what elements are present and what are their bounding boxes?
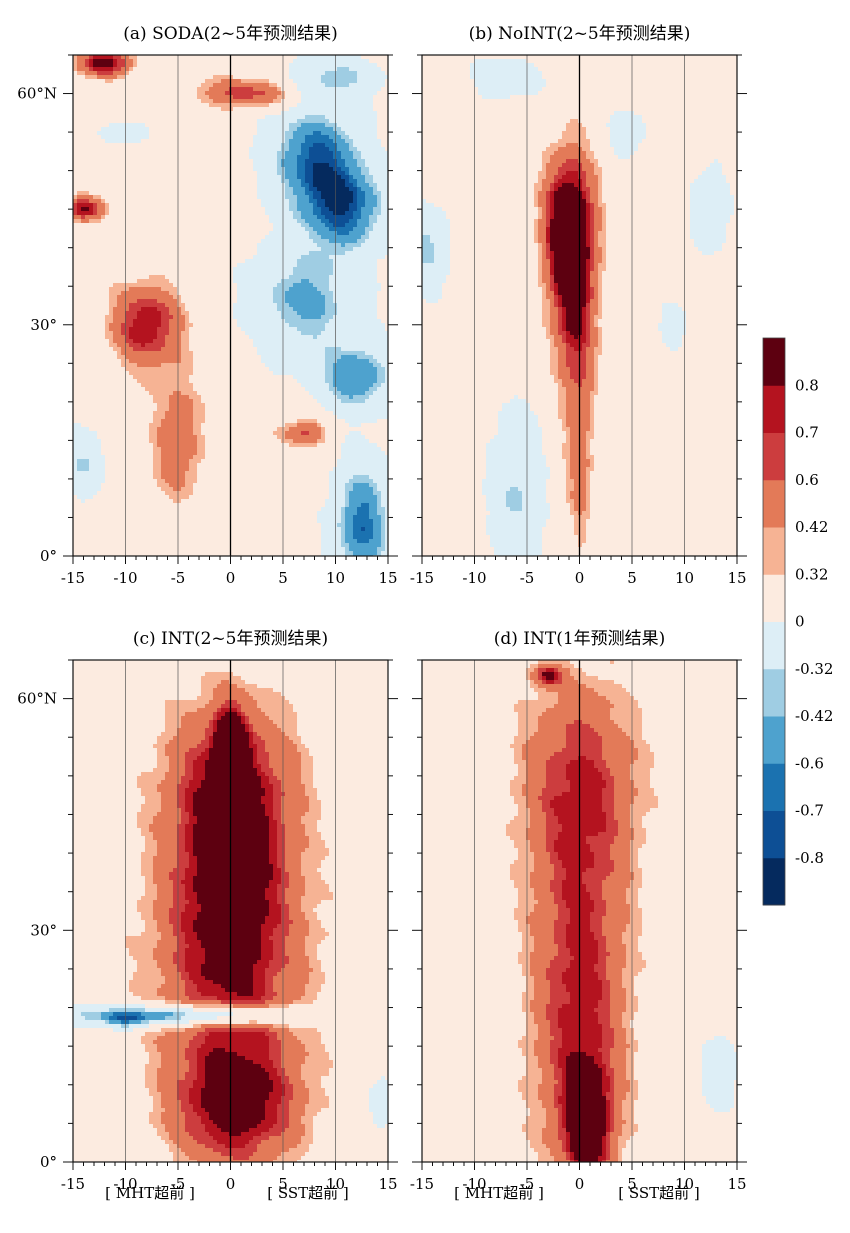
x-tick-label: -15 <box>61 1175 85 1193</box>
colorbar-label: 0.8 <box>795 376 819 394</box>
x-tick-label: 15 <box>378 569 397 587</box>
x-tick-label: -5 <box>520 1175 535 1193</box>
y-tick-label: 0° <box>40 1153 57 1171</box>
panel-d: -15 -10 -5 0 5 10 15 (d) INT(1年预测结果) <box>410 629 747 1193</box>
colorbar-label: 0.32 <box>795 565 828 583</box>
x-tick-label: 0 <box>226 1175 236 1193</box>
x-tick-label: -15 <box>410 569 434 587</box>
x-tick-label: 5 <box>627 569 637 587</box>
x-tick-label: -15 <box>61 569 85 587</box>
heatmap-field <box>73 55 388 556</box>
caption-sst-leads: [ SST超前 ] <box>267 1184 349 1202</box>
x-tick-label: 5 <box>278 569 288 587</box>
heatmap-field <box>73 660 388 1162</box>
x-tick-label: 10 <box>675 1175 694 1193</box>
x-tick-label: 15 <box>378 1175 397 1193</box>
panel-title: (d) INT(1年预测结果) <box>494 629 666 649</box>
x-tick-label: 15 <box>727 569 746 587</box>
panel-a: -15 -10 -5 0 5 10 15 0° 30° 60°N (a) SODA(2~5年预测结果… <box>17 24 398 587</box>
colorbar-swatch <box>763 479 785 528</box>
panel-b: -15 -10 -5 0 5 10 15 (b) NoINT(2~5年预测结果) <box>410 24 747 587</box>
colorbar-swatch <box>763 668 785 717</box>
colorbar-swatch <box>763 385 785 433</box>
colorbar-label: -0.8 <box>795 849 824 867</box>
panel-title: (a) SODA(2~5年预测结果) <box>123 24 337 44</box>
x-tick-label: 10 <box>675 569 694 587</box>
heatmap-field <box>422 660 737 1162</box>
heatmap-field <box>422 55 737 556</box>
x-tick-label: 5 <box>278 1175 288 1193</box>
panel-c: -15 -10 -5 0 5 10 15 0° 30° 60°N (c) INT(2~5年预测结果) <box>17 629 398 1193</box>
colorbar-swatch <box>763 716 785 764</box>
y-tick-label: 60°N <box>17 85 57 103</box>
x-tick-label: 0 <box>575 569 585 587</box>
colorbar-label: 0.7 <box>795 424 819 442</box>
x-tick-label: -15 <box>410 1175 434 1193</box>
x-tick-label: -10 <box>113 1175 137 1193</box>
x-tick-label: 10 <box>326 569 345 587</box>
colorbar: 0.8 0.7 0.6 0.42 0.32 0 -0.32 -0.42 -0.6 -0.7 -0.8 <box>762 337 833 906</box>
caption-mht-leads: [ MHT超前 ] <box>105 1184 195 1202</box>
panel-title: (b) NoINT(2~5年预测结果) <box>469 24 691 44</box>
colorbar-swatch <box>763 527 785 575</box>
colorbar-label: -0.7 <box>795 802 824 820</box>
x-tick-label: 15 <box>727 1175 746 1193</box>
colorbar-label: -0.6 <box>795 754 824 772</box>
colorbar-label: -0.42 <box>795 707 833 725</box>
x-tick-label: 5 <box>627 1175 637 1193</box>
y-tick-label: 30° <box>30 316 57 334</box>
x-tick-label: -5 <box>171 569 186 587</box>
colorbar-swatch <box>763 810 785 859</box>
x-tick-label: -10 <box>462 1175 486 1193</box>
colorbar-label: -0.32 <box>795 660 833 678</box>
panel-title: (c) INT(2~5年预测结果) <box>133 629 328 649</box>
colorbar-swatch <box>763 621 785 670</box>
y-tick-label: 30° <box>30 921 57 939</box>
y-tick-label: 60°N <box>17 690 57 708</box>
colorbar-swatch <box>763 432 785 481</box>
colorbar-swatch <box>763 857 785 906</box>
x-tick-label: -5 <box>520 569 535 587</box>
x-tick-label: -5 <box>171 1175 186 1193</box>
colorbar-frame <box>762 337 786 906</box>
y-tick-label: 0° <box>40 547 57 565</box>
colorbar-swatch <box>763 338 785 386</box>
colorbar-label: 0.6 <box>795 471 819 489</box>
x-tick-label: 0 <box>575 1175 585 1193</box>
colorbar-label: 0 <box>795 613 805 631</box>
caption-mht-leads: [ MHT超前 ] <box>454 1184 544 1202</box>
x-tick-label: -10 <box>113 569 137 587</box>
colorbar-label: 0.42 <box>795 518 828 536</box>
x-tick-label: -10 <box>462 569 486 587</box>
x-tick-label: 0 <box>226 569 236 587</box>
x-tick-label: 10 <box>326 1175 345 1193</box>
colorbar-swatch <box>763 574 785 622</box>
caption-sst-leads: [ SST超前 ] <box>618 1184 700 1202</box>
colorbar-swatch <box>763 763 785 811</box>
